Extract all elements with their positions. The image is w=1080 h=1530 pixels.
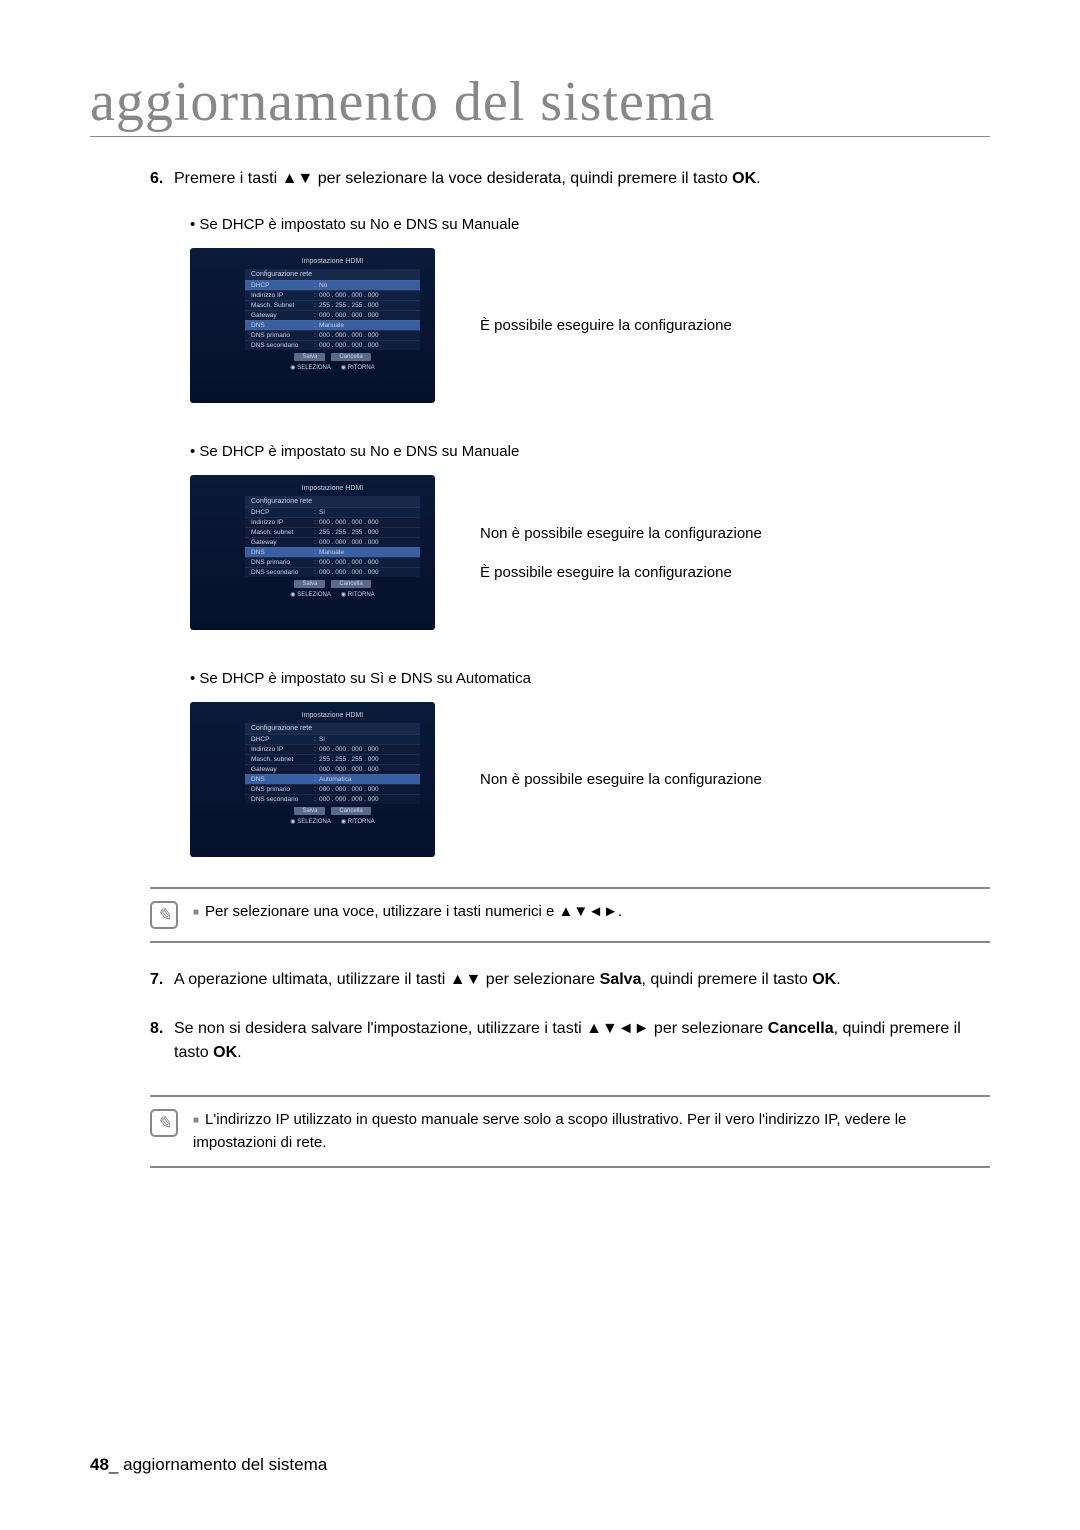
step-6: 6. Premere i tasti ▲▼ per selezionare la…: [150, 167, 990, 191]
title-text: aggiornamento del sistema: [90, 71, 715, 133]
callout-1: È possibile eseguire la configurazione: [475, 317, 732, 334]
note-1: ✎ ■Per selezionare una voce, utilizzare …: [150, 887, 990, 943]
note-icon: ✎: [150, 1109, 178, 1137]
footer-label: aggiornamento del sistema: [123, 1455, 327, 1474]
callout-2a-text: Non è possibile eseguire la configurazio…: [480, 525, 762, 542]
note-1-text: ■Per selezionare una voce, utilizzare i …: [193, 901, 622, 924]
callout-2b-text: È possibile eseguire la configurazione: [480, 564, 732, 581]
step-7: 7. A operazione ultimata, utilizzare il …: [150, 968, 990, 992]
step-text: A operazione ultimata, utilizzare il tas…: [174, 968, 990, 992]
figure-1: Impostazione HDMI Configurazione rete DH…: [190, 248, 990, 403]
note-2-text: ■L'indirizzo IP utilizzato in questo man…: [193, 1109, 990, 1154]
page-number: 48: [90, 1455, 109, 1474]
callout-3: Non è possibile eseguire la configurazio…: [475, 771, 762, 788]
step-number: 6.: [150, 167, 174, 191]
block-3: • Se DHCP è impostato su Sì e DNS su Aut…: [190, 670, 990, 687]
note-icon: ✎: [150, 901, 178, 929]
figure-2: Impostazione HDMI Configurazione rete DH…: [190, 475, 990, 630]
page-footer: 48_ aggiornamento del sistema: [90, 1455, 327, 1475]
step-8: 8. Se non si desidera salvare l'impostaz…: [150, 1017, 990, 1065]
step-text: Premere i tasti ▲▼ per selezionare la vo…: [174, 167, 990, 191]
note-2: ✎ ■L'indirizzo IP utilizzato in questo m…: [150, 1095, 990, 1168]
screenshot-1: Impostazione HDMI Configurazione rete DH…: [190, 248, 435, 403]
block2-bullet: • Se DHCP è impostato su No e DNS su Man…: [190, 443, 990, 460]
block-2: • Se DHCP è impostato su No e DNS su Man…: [190, 443, 990, 460]
figure-3: Impostazione HDMI Configurazione rete DH…: [190, 702, 990, 857]
callout-1-text: È possibile eseguire la configurazione: [480, 317, 732, 334]
block1-bullet: • Se DHCP è impostato su No e DNS su Man…: [190, 216, 990, 233]
step-number: 8.: [150, 1017, 174, 1041]
callout-group-2: Non è possibile eseguire la configurazio…: [475, 525, 762, 581]
callout-3-text: Non è possibile eseguire la configurazio…: [480, 771, 762, 788]
block-1: • Se DHCP è impostato su No e DNS su Man…: [190, 216, 990, 233]
step-number: 7.: [150, 968, 174, 992]
step-text: Se non si desidera salvare l'impostazion…: [174, 1017, 990, 1065]
page-title: aggiornamento del sistema: [90, 70, 990, 137]
block3-bullet: • Se DHCP è impostato su Sì e DNS su Aut…: [190, 670, 990, 687]
screenshot-2: Impostazione HDMI Configurazione rete DH…: [190, 475, 435, 630]
screenshot-3: Impostazione HDMI Configurazione rete DH…: [190, 702, 435, 857]
